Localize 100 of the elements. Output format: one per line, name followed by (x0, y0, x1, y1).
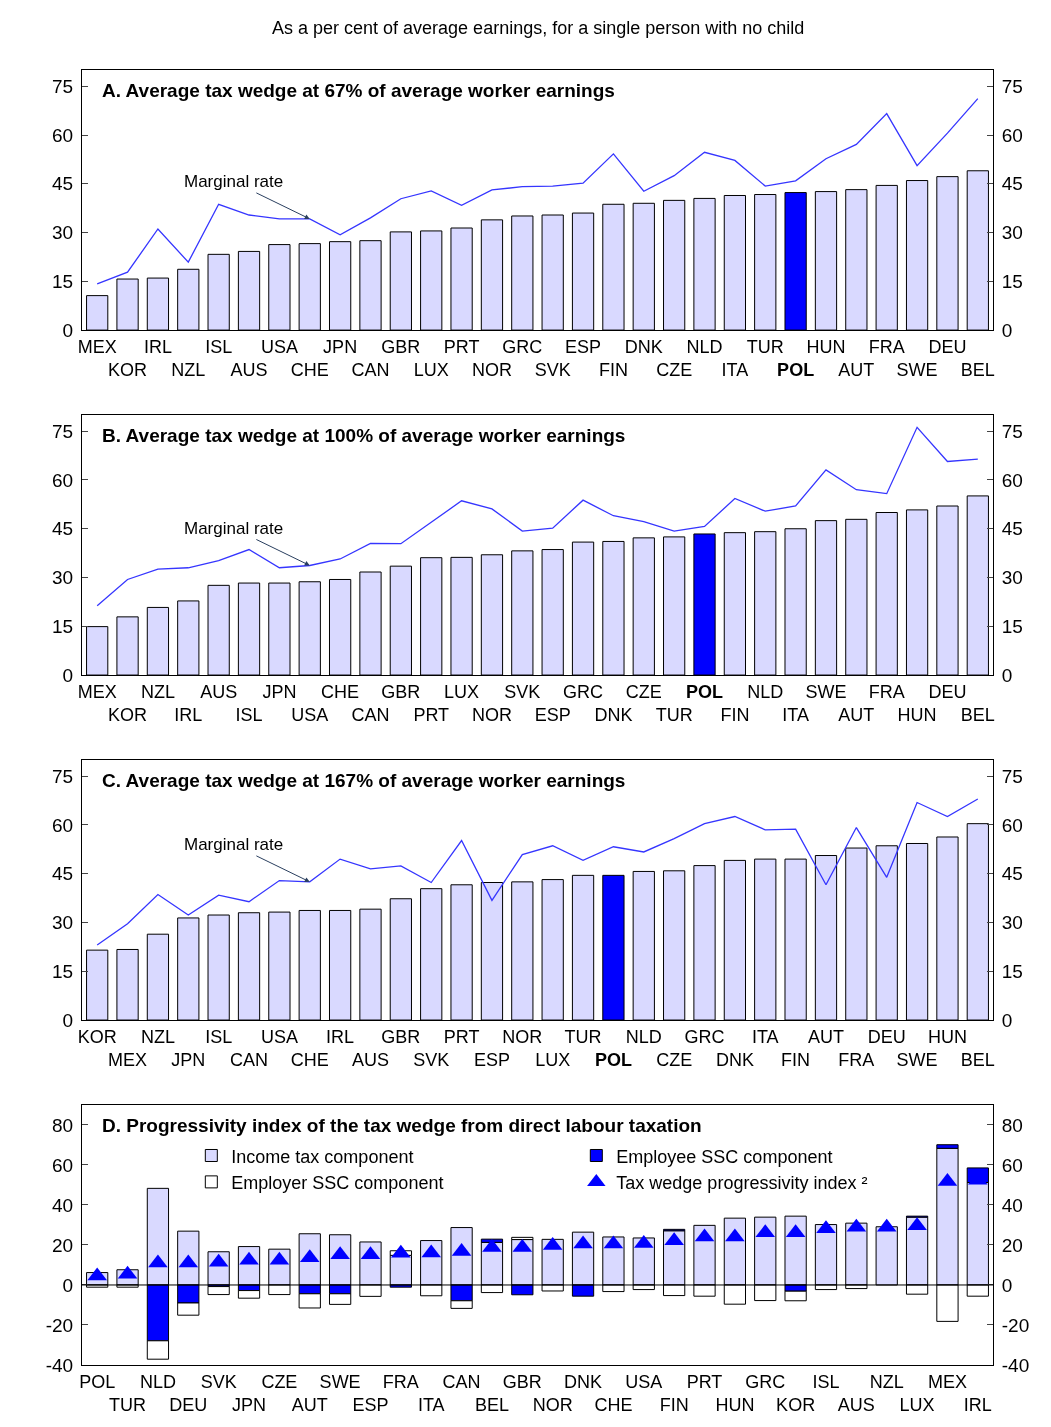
annotation: Marginal rate (184, 172, 284, 191)
y-tick-label: 75 (52, 75, 74, 97)
y-tick-label: 15 (52, 960, 74, 982)
y2-tick-label: 0 (1001, 319, 1013, 341)
y2-tick-label: 45 (1001, 863, 1023, 885)
chart-subtitle: As a per cent of average earnings, for a single person with no child (272, 18, 805, 38)
x-tick-label: HUN (806, 336, 846, 357)
y2-tick-label: 20 (1001, 1234, 1023, 1256)
x-tick-label: AUT (838, 360, 875, 381)
x-tick-label: DNK (624, 336, 663, 357)
x-tick-label: HUN (927, 1026, 967, 1047)
annotation: Marginal rate (184, 835, 284, 854)
x-tick-label: CZE (656, 1050, 693, 1071)
x-tick-label: MEX (108, 1050, 148, 1071)
text: A. Average tax wedge at 67% of average worker earnings (102, 80, 615, 101)
y-tick-label: 80 (52, 1114, 74, 1136)
x-tick-label: ITA (417, 1395, 445, 1415)
y-tick-label: 30 (52, 912, 74, 934)
x-tick-label: CHE (290, 1050, 329, 1071)
x-tick-label: NLD (686, 336, 723, 357)
x-tick-label: TUR (564, 1026, 602, 1047)
y2-tick-label: 0 (1001, 1274, 1013, 1296)
x-tick-label: IRL (143, 336, 172, 357)
x-tick-label: ESP (534, 705, 571, 726)
y-tick-label: 60 (52, 124, 74, 146)
x-tick-label: FRA (868, 336, 905, 357)
y-tick-label: 20 (52, 1234, 74, 1256)
x-tick-label: DNK (715, 1050, 754, 1071)
x-tick-label: GRC (745, 1371, 786, 1392)
x-tick-label: PRT (686, 1371, 723, 1392)
legend-label: Income tax component (231, 1146, 414, 1167)
x-tick-label: CAN (442, 1371, 481, 1392)
x-tick-label: SVK (504, 681, 541, 702)
x-tick-label: NZL (869, 1371, 904, 1392)
y2-tick-label: 0 (1001, 664, 1013, 686)
x-tick-label: FIN (598, 360, 628, 381)
x-tick-label: AUT (838, 705, 875, 726)
y-tick-label: -40 (45, 1354, 74, 1376)
x-tick-label: JPN (232, 1395, 267, 1415)
y2-tick-label: 30 (1001, 567, 1023, 589)
y-tick-label: 0 (62, 319, 74, 341)
x-tick-label: PRT (443, 336, 480, 357)
y-tick-label: 0 (62, 1009, 74, 1031)
y2-tick-label: 75 (1001, 765, 1023, 787)
y2-tick-label: 60 (1001, 469, 1023, 491)
x-tick-label: CAN (230, 1050, 269, 1071)
x-tick-label: SVK (413, 1050, 450, 1071)
y-tick-label: 0 (62, 1274, 74, 1296)
x-tick-label: USA (260, 1026, 298, 1047)
x-tick-label: SWE (319, 1371, 361, 1392)
x-tick-label: IRL (326, 1026, 355, 1047)
x-tick-label: CAN (351, 705, 390, 726)
x-tick-label: KOR (108, 705, 148, 726)
x-tick-label: DNK (564, 1371, 603, 1392)
x-tick-label: FIN (781, 1050, 811, 1071)
x-tick-label: MEX (927, 1371, 967, 1392)
y-tick-label: 0 (62, 664, 74, 686)
y2-tick-label: 60 (1001, 124, 1023, 146)
x-tick-label: LUX (535, 1050, 571, 1071)
x-tick-label: CZE (656, 360, 693, 381)
x-tick-label: BEL (960, 360, 995, 381)
x-tick-label: DEU (867, 1026, 906, 1047)
x-tick-label: IRL (963, 1395, 992, 1415)
y-tick-label: 30 (52, 222, 74, 244)
x-tick-label: KOR (77, 1026, 117, 1047)
x-tick-label: KOR (776, 1395, 816, 1415)
y2-tick-label: 45 (1001, 173, 1023, 195)
legend-label: Tax wedge progressivity index ² (616, 1172, 868, 1193)
legend-label: Employer SSC component (231, 1172, 444, 1193)
x-tick-label: CAN (351, 360, 390, 381)
x-tick-label: ITA (721, 360, 749, 381)
annotation: Marginal rate (184, 519, 284, 538)
y-tick-label: 45 (52, 863, 74, 885)
y2-tick-label: 60 (1001, 1154, 1023, 1176)
y2-tick-label: 30 (1001, 912, 1023, 934)
x-tick-label: CHE (290, 360, 329, 381)
x-tick-label: DEU (928, 681, 967, 702)
x-tick-label: POL (686, 681, 724, 702)
x-tick-label: ESP (352, 1395, 389, 1415)
y2-tick-label: 60 (1001, 814, 1023, 836)
x-tick-label: DNK (594, 705, 633, 726)
x-tick-label: AUT (807, 1026, 844, 1047)
x-tick-label: USA (625, 1371, 663, 1392)
x-tick-label: IRL (174, 705, 203, 726)
y2-tick-label: 15 (1001, 270, 1023, 292)
y2-tick-label: 15 (1001, 960, 1023, 982)
x-tick-label: AUS (837, 1395, 875, 1415)
text: B. Average tax wedge at 100% of average worker earnings (102, 425, 626, 446)
x-tick-label: TUR (655, 705, 693, 726)
x-tick-label: CHE (321, 681, 360, 702)
x-tick-label: GBR (502, 1371, 542, 1392)
y-tick-label: 15 (52, 270, 74, 292)
y2-tick-label: 15 (1001, 615, 1023, 637)
x-tick-label: SWE (896, 1050, 938, 1071)
x-tick-label: SWE (896, 360, 938, 381)
y-tick-label: 60 (52, 469, 74, 491)
legend-label: Employee SSC component (616, 1146, 833, 1167)
x-tick-label: ISL (812, 1371, 840, 1392)
x-tick-label: LUX (899, 1395, 935, 1415)
x-tick-label: SWE (805, 681, 847, 702)
